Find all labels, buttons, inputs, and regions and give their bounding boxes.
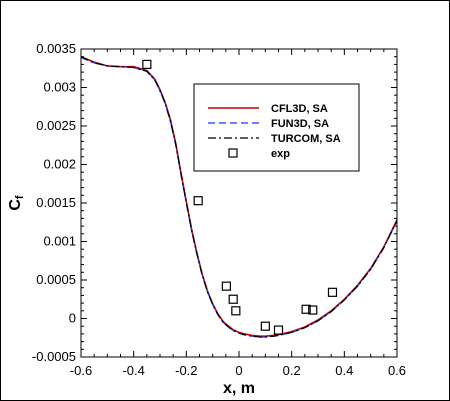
y-tick-label: 0.0025 (36, 118, 76, 133)
exp-data-point (231, 306, 241, 316)
exp-data-point (301, 304, 311, 314)
marks-layer (80, 55, 398, 338)
x-axis-label: x, m (223, 380, 255, 397)
exp-data-point (228, 294, 238, 304)
y-tick-label: 0.003 (43, 80, 76, 95)
legend-box (193, 83, 360, 172)
x-tick-label: -0.6 (70, 363, 92, 378)
exp-data-point (193, 196, 203, 206)
exp-data-point (327, 287, 338, 297)
exp-data-point (260, 321, 270, 331)
legend: CFL3D, SA FUN3D, SA TURCOM, SA exp (193, 83, 360, 172)
y-tick-label: 0.0005 (36, 272, 76, 287)
x-tick-label: -0.2 (175, 363, 197, 378)
y-tick-label: 0.0035 (36, 41, 76, 56)
y-axis-label-subscript: f (14, 195, 26, 199)
x-tick-label: 0.6 (388, 363, 406, 378)
legend-label: CFL3D, SA (271, 103, 328, 115)
y-axis-label-main: C (7, 199, 24, 211)
x-tick-label: 0.2 (283, 363, 301, 378)
legend-marker-exp (228, 148, 238, 158)
exp-data-point (142, 59, 152, 70)
y-tick-label: 0.0015 (36, 195, 76, 210)
y-tick-label: 0.001 (43, 234, 76, 249)
legend-label: FUN3D, SA (271, 118, 329, 130)
y-tick-label: -0.0005 (32, 349, 76, 364)
x-tick-label: 0 (235, 363, 242, 378)
exp-data-point (308, 305, 318, 315)
x-tick-label: 0.4 (335, 363, 353, 378)
exp-data-point (221, 281, 231, 291)
y-tick-label: 0 (69, 311, 76, 326)
exp-data-point (273, 325, 284, 335)
legend-label: exp (271, 148, 290, 160)
series-line-turcom (80, 56, 398, 338)
legend-label: TURCOM, SA (271, 133, 341, 145)
y-tick-label: 0.002 (43, 157, 76, 172)
y-axis-label: Cf (7, 195, 26, 211)
x-tick-label: -0.4 (122, 363, 144, 378)
ticks-layer: -0.6 -0.4 -0.2 0 0.2 0.4 0.6 -0.0005 0 0.0005 0.00… (32, 41, 406, 378)
